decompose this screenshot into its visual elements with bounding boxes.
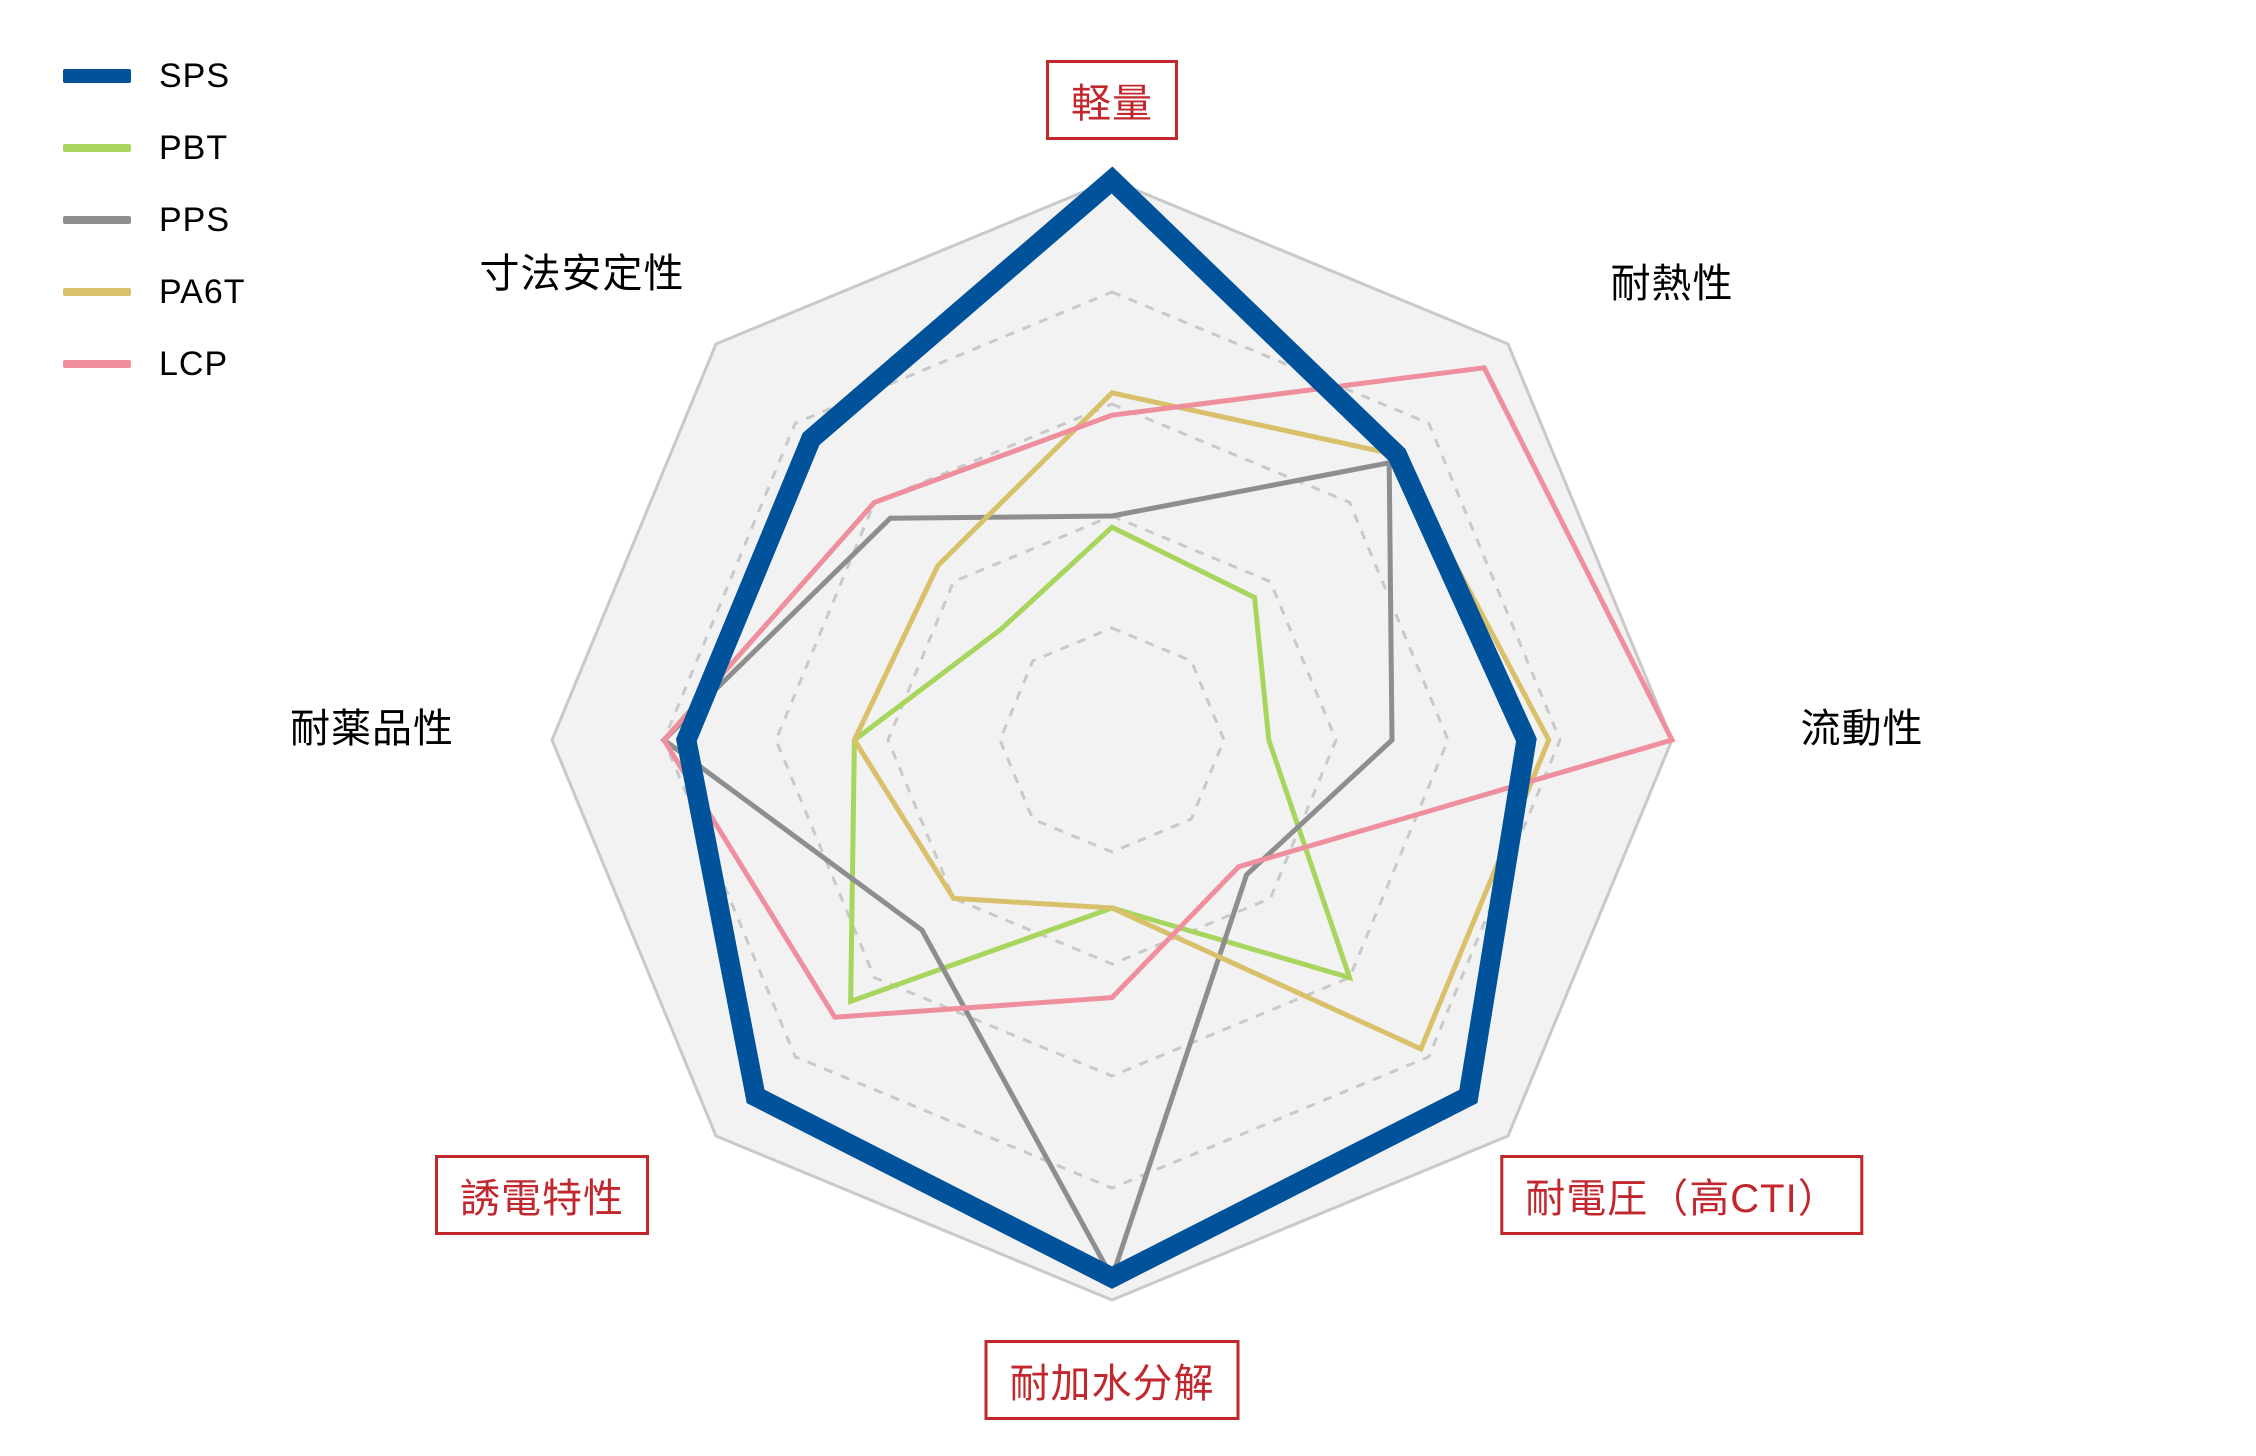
legend-label: PA6T: [159, 273, 246, 312]
axis-label-chemical: 耐薬品性: [290, 696, 454, 754]
legend-swatch: [63, 144, 131, 152]
legend-item-pa6t: PA6T: [63, 256, 246, 328]
legend-swatch: [63, 288, 131, 296]
legend-swatch: [63, 360, 131, 368]
axis-label-dielectric: 誘電特性: [435, 1155, 649, 1235]
legend-label: LCP: [159, 345, 228, 384]
legend-swatch: [63, 69, 131, 83]
radar-chart-container: SPS PBT PPS PA6T LCP 軽量耐熱性流動性耐電圧（高CTI） 耐加水分解 誘…: [0, 0, 2256, 1456]
legend-item-sps: SPS: [63, 40, 246, 112]
legend: SPS PBT PPS PA6T LCP: [63, 40, 246, 400]
radar-background: [552, 180, 1672, 1300]
axis-label-lightweight: 軽量: [1046, 60, 1178, 140]
legend-swatch: [63, 216, 131, 224]
legend-item-pps: PPS: [63, 184, 246, 256]
legend-label: PBT: [159, 129, 228, 168]
axis-label-heat: 耐熱性: [1611, 251, 1734, 309]
legend-label: SPS: [159, 57, 230, 96]
axis-label-dimension: 寸法安定性: [480, 241, 685, 299]
legend-item-pbt: PBT: [63, 112, 246, 184]
axis-label-hydrolysis: 耐加水分解: [985, 1340, 1240, 1420]
axis-label-cti: 耐電圧（高CTI）: [1500, 1155, 1863, 1235]
axis-label-flow: 流動性: [1801, 696, 1924, 754]
legend-item-lcp: LCP: [63, 328, 246, 400]
legend-label: PPS: [159, 201, 230, 240]
